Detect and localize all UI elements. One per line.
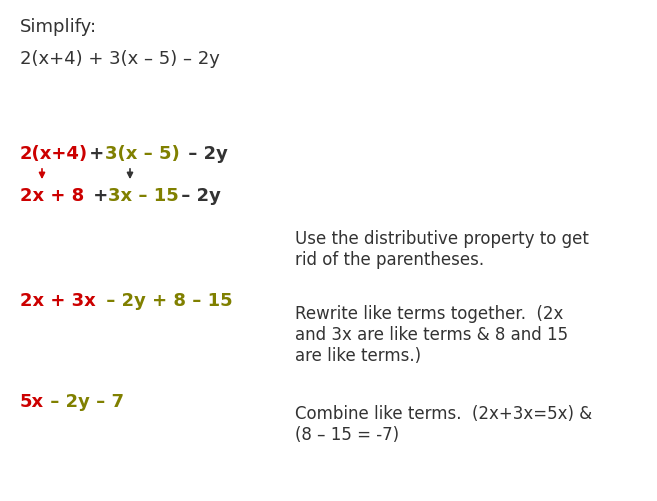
Text: – 2y – 7: – 2y – 7 — [44, 392, 124, 410]
Text: – 2y: – 2y — [182, 145, 228, 163]
Text: 3(x – 5): 3(x – 5) — [105, 145, 180, 163]
Text: – 2y + 8 – 15: – 2y + 8 – 15 — [100, 292, 233, 310]
Text: 2x + 8: 2x + 8 — [20, 187, 84, 204]
Text: +: + — [83, 145, 110, 163]
Text: Combine like terms.  (2x+3x=5x) &
(8 – 15 = -7): Combine like terms. (2x+3x=5x) & (8 – 15… — [295, 404, 592, 443]
Text: 2x + 3x: 2x + 3x — [20, 292, 96, 310]
Text: 2(x+4): 2(x+4) — [20, 145, 88, 163]
Text: Rewrite like terms together.  (2x
and 3x are like terms & 8 and 15
are like term: Rewrite like terms together. (2x and 3x … — [295, 305, 568, 364]
Text: +: + — [87, 187, 114, 204]
Text: Use the distributive property to get
rid of the parentheses.: Use the distributive property to get rid… — [295, 229, 589, 268]
Text: 5x: 5x — [20, 392, 44, 410]
Text: 2(x+4) + 3(x – 5) – 2y: 2(x+4) + 3(x – 5) – 2y — [20, 50, 220, 68]
Text: – 2y: – 2y — [175, 187, 221, 204]
Text: 3x – 15: 3x – 15 — [108, 187, 179, 204]
Text: Simplify:: Simplify: — [20, 18, 97, 36]
